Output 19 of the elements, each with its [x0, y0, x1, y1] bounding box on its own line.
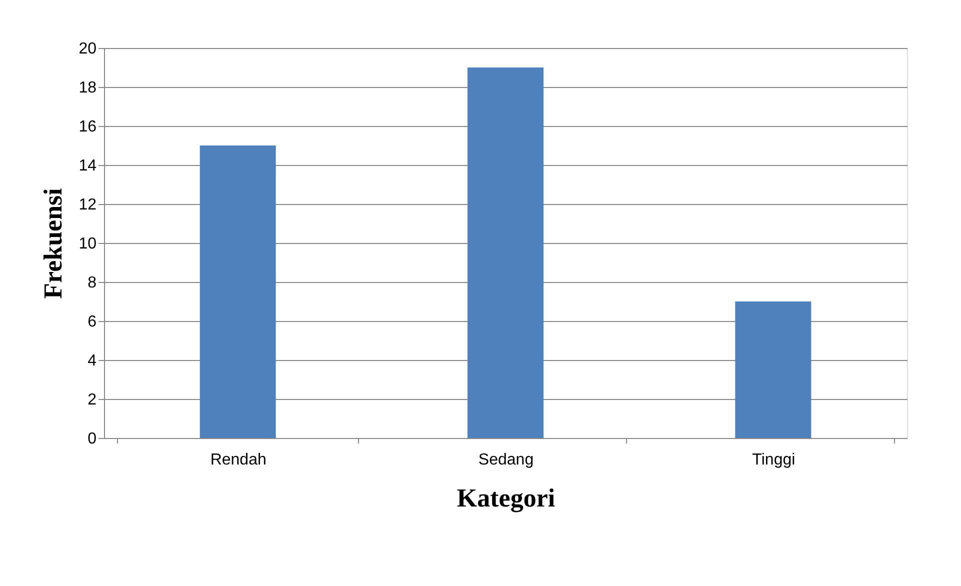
x-axis-title: Kategori — [456, 484, 556, 512]
y-tick-label: 0 — [88, 430, 97, 448]
y-tick-label: 14 — [78, 158, 97, 174]
y-tick-label: 16 — [78, 118, 97, 136]
y-axis-title: Frekuensi — [38, 188, 68, 299]
y-tick-label: 6 — [88, 314, 97, 330]
y-tick-label: 8 — [88, 274, 97, 292]
y-tick-label: 18 — [78, 80, 97, 96]
y-tick-label: 10 — [78, 236, 97, 252]
y-tick-label: 20 — [78, 40, 97, 58]
bar — [200, 146, 276, 438]
x-tick-label: Rendah — [210, 452, 266, 468]
y-tick-label: 12 — [78, 196, 97, 214]
y-tick-label: 2 — [88, 392, 97, 408]
x-tick-label: Tinggi — [752, 452, 796, 468]
bar — [468, 68, 544, 438]
bar — [735, 302, 812, 438]
x-tick-label: Sedang — [478, 452, 534, 468]
y-tick-label: 4 — [88, 352, 97, 370]
